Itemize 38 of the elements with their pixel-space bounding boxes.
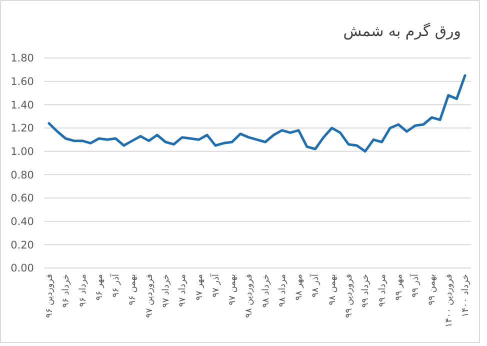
y-tick-label: 1.20 (10, 122, 34, 135)
x-tick-label: خرداد ۹۶ (62, 274, 72, 308)
x-tick-label: فروردین ۹۹ (344, 274, 355, 318)
x-tick-label: مهر ۹۹ (394, 274, 404, 300)
y-tick-label: 0.60 (10, 192, 34, 205)
x-tick-label: آذر ۹۹ (409, 274, 422, 298)
x-tick-label: فروردین ۹۸ (244, 274, 255, 318)
x-tick-label: بهمن ۹۸ (328, 274, 338, 306)
x-tick-label: مهر ۹۸ (294, 274, 305, 300)
x-tick-label: فروردین ۹۶ (45, 274, 55, 318)
y-tick-label: 1.40 (10, 99, 34, 112)
x-tick-label: مرداد ۹۹ (378, 274, 388, 307)
x-tick-label: مهر ۹۷ (194, 274, 205, 300)
chart-title: ورق گرم به شمش (343, 22, 461, 40)
x-tick-label: بهمن ۹۷ (228, 274, 238, 306)
x-tick-label: آذر ۹۶ (110, 274, 122, 298)
x-tick-label: بهمن ۹۹ (428, 274, 438, 306)
y-tick-label: 0.40 (10, 216, 34, 228)
y-tick-label: 0.00 (10, 262, 34, 275)
x-tick-label: فروردین ۱۴۰۰ (444, 274, 454, 328)
x-tick-label: مرداد ۹۷ (178, 274, 188, 307)
x-tick-label: بهمن ۹۶ (128, 274, 138, 306)
x-tick-label: مهر ۹۶ (94, 274, 105, 300)
y-tick-label: 1.80 (10, 52, 34, 65)
x-tick-label: فروردین ۹۷ (144, 274, 155, 318)
x-tick-label: مرداد ۹۸ (278, 274, 288, 307)
x-tick-label: خرداد ۹۷ (161, 274, 172, 308)
y-tick-label: 1.60 (10, 76, 34, 88)
x-tick-label: مرداد ۹۶ (78, 274, 88, 307)
x-tick-label: خرداد ۹۹ (361, 274, 372, 308)
y-tick-label: 1.00 (10, 146, 34, 158)
y-tick-label: 0.80 (10, 169, 34, 182)
x-tick-label: خرداد ۱۴۰۰ (461, 274, 471, 318)
x-tick-label: آذر ۹۷ (209, 274, 222, 298)
x-tick-label: خرداد ۹۸ (261, 274, 272, 308)
line-series (48, 74, 466, 153)
y-tick-label: 0.20 (10, 239, 34, 252)
x-tick-label: آذر ۹۸ (309, 274, 322, 298)
